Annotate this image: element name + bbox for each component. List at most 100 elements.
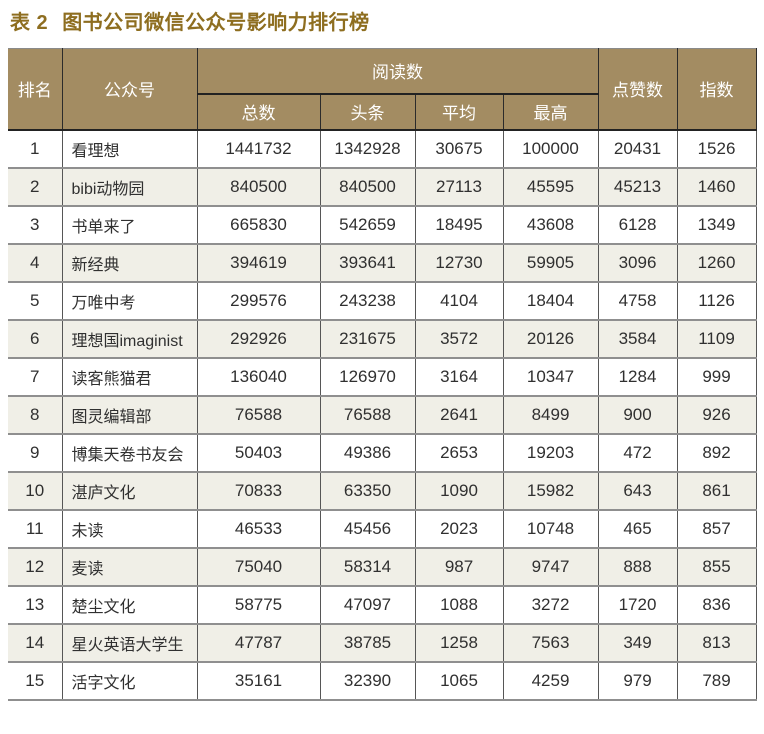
cell-likes: 3096	[597, 242, 678, 282]
cell-reads-top: 243238	[319, 280, 416, 320]
cell-reads-total: 665830	[196, 204, 321, 244]
cell-reads-total: 58775	[196, 584, 321, 624]
table-body: 1 看理想 1441732 1342928 30675 100000 20431…	[8, 128, 757, 701]
cell-account: 图灵编辑部	[61, 394, 198, 434]
table-row: 15 活字文化 35161 32390 1065 4259 979 789	[8, 660, 757, 701]
cell-index: 1349	[676, 204, 757, 244]
table-header: 排名 公众号 阅读数 点赞数 指数 总数 头条 平均 最高	[8, 48, 757, 131]
cell-reads-max: 10748	[502, 508, 599, 548]
table-row: 9 博集天卷书友会 50403 49386 2653 19203 472 892	[8, 432, 757, 472]
cell-reads-avg: 3572	[414, 318, 504, 358]
cell-reads-avg: 18495	[414, 204, 504, 244]
cell-reads-avg: 1088	[414, 584, 504, 624]
table-row: 2 bibi动物园 840500 840500 27113 45595 4521…	[8, 166, 757, 206]
cell-rank: 8	[8, 394, 63, 434]
cell-reads-avg: 30675	[414, 128, 504, 168]
cell-index: 861	[676, 470, 757, 510]
cell-reads-total: 299576	[196, 280, 321, 320]
table-row: 13 楚尘文化 58775 47097 1088 3272 1720 836	[8, 584, 757, 624]
cell-reads-max: 7563	[502, 622, 599, 662]
cell-reads-top: 58314	[319, 546, 416, 586]
cell-reads-avg: 1258	[414, 622, 504, 662]
cell-index: 857	[676, 508, 757, 548]
cell-reads-max: 9747	[502, 546, 599, 586]
cell-rank: 13	[8, 584, 63, 624]
cell-rank: 10	[8, 470, 63, 510]
cell-reads-top: 542659	[319, 204, 416, 244]
cell-likes: 349	[597, 622, 678, 662]
cell-reads-max: 4259	[502, 660, 599, 701]
cell-reads-max: 20126	[502, 318, 599, 358]
cell-rank: 3	[8, 204, 63, 244]
cell-reads-total: 1441732	[196, 128, 321, 168]
cell-account: 湛庐文化	[61, 470, 198, 510]
cell-reads-avg: 1090	[414, 470, 504, 510]
cell-reads-total: 75040	[196, 546, 321, 586]
cell-reads-max: 18404	[502, 280, 599, 320]
cell-likes: 900	[597, 394, 678, 434]
cell-index: 1460	[676, 166, 757, 206]
cell-reads-avg: 1065	[414, 660, 504, 701]
table-row: 3 书单来了 665830 542659 18495 43608 6128 13…	[8, 204, 757, 244]
cell-reads-total: 50403	[196, 432, 321, 472]
cell-reads-total: 292926	[196, 318, 321, 358]
cell-reads-top: 32390	[319, 660, 416, 701]
cell-account: 看理想	[61, 128, 198, 168]
cell-rank: 11	[8, 508, 63, 548]
cell-account: 新经典	[61, 242, 198, 282]
col-header-index: 指数	[676, 48, 757, 131]
cell-reads-max: 10347	[502, 356, 599, 396]
table-row: 5 万唯中考 299576 243238 4104 18404 4758 112…	[8, 280, 757, 320]
cell-reads-top: 231675	[319, 318, 416, 358]
cell-account: 麦读	[61, 546, 198, 586]
cell-rank: 15	[8, 660, 63, 701]
cell-account: 书单来了	[61, 204, 198, 244]
cell-account: 万唯中考	[61, 280, 198, 320]
cell-reads-max: 45595	[502, 166, 599, 206]
cell-reads-total: 136040	[196, 356, 321, 396]
cell-account: 理想国imaginist	[61, 318, 198, 358]
cell-reads-max: 59905	[502, 242, 599, 282]
cell-reads-avg: 2641	[414, 394, 504, 434]
table-row: 1 看理想 1441732 1342928 30675 100000 20431…	[8, 128, 757, 168]
header-row-sub: 总数 头条 平均 最高	[8, 92, 756, 131]
cell-reads-avg: 987	[414, 546, 504, 586]
cell-reads-total: 70833	[196, 470, 321, 510]
cell-likes: 465	[597, 508, 678, 548]
cell-reads-top: 47097	[319, 584, 416, 624]
cell-reads-top: 76588	[319, 394, 416, 434]
cell-reads-avg: 12730	[414, 242, 504, 282]
table-row: 8 图灵编辑部 76588 76588 2641 8499 900 926	[8, 394, 757, 434]
cell-likes: 643	[597, 470, 678, 510]
cell-likes: 472	[597, 432, 678, 472]
col-header-rank: 排名	[8, 48, 63, 131]
cell-index: 1126	[676, 280, 757, 320]
cell-index: 855	[676, 546, 757, 586]
col-header-account: 公众号	[61, 48, 198, 131]
cell-account: 博集天卷书友会	[61, 432, 198, 472]
cell-reads-total: 394619	[196, 242, 321, 282]
cell-index: 1109	[676, 318, 757, 358]
cell-reads-total: 76588	[196, 394, 321, 434]
cell-rank: 4	[8, 242, 63, 282]
cell-likes: 1720	[597, 584, 678, 624]
cell-rank: 7	[8, 356, 63, 396]
table-row: 7 读客熊猫君 136040 126970 3164 10347 1284 99…	[8, 356, 757, 396]
cell-account: 活字文化	[61, 660, 198, 701]
col-header-reads-top: 头条	[319, 92, 416, 131]
cell-index: 926	[676, 394, 757, 434]
cell-likes: 45213	[597, 166, 678, 206]
cell-likes: 979	[597, 660, 678, 701]
col-header-reads-avg: 平均	[414, 92, 504, 131]
cell-rank: 12	[8, 546, 63, 586]
cell-index: 1526	[676, 128, 757, 168]
cell-index: 892	[676, 432, 757, 472]
cell-reads-top: 126970	[319, 356, 416, 396]
table-row: 12 麦读 75040 58314 987 9747 888 855	[8, 546, 757, 586]
cell-reads-top: 49386	[319, 432, 416, 472]
cell-reads-avg: 27113	[414, 166, 504, 206]
col-header-reads-group: 阅读数	[196, 48, 599, 95]
cell-reads-top: 63350	[319, 470, 416, 510]
table-row: 14 星火英语大学生 47787 38785 1258 7563 349 813	[8, 622, 757, 662]
col-header-reads-max: 最高	[502, 92, 599, 131]
